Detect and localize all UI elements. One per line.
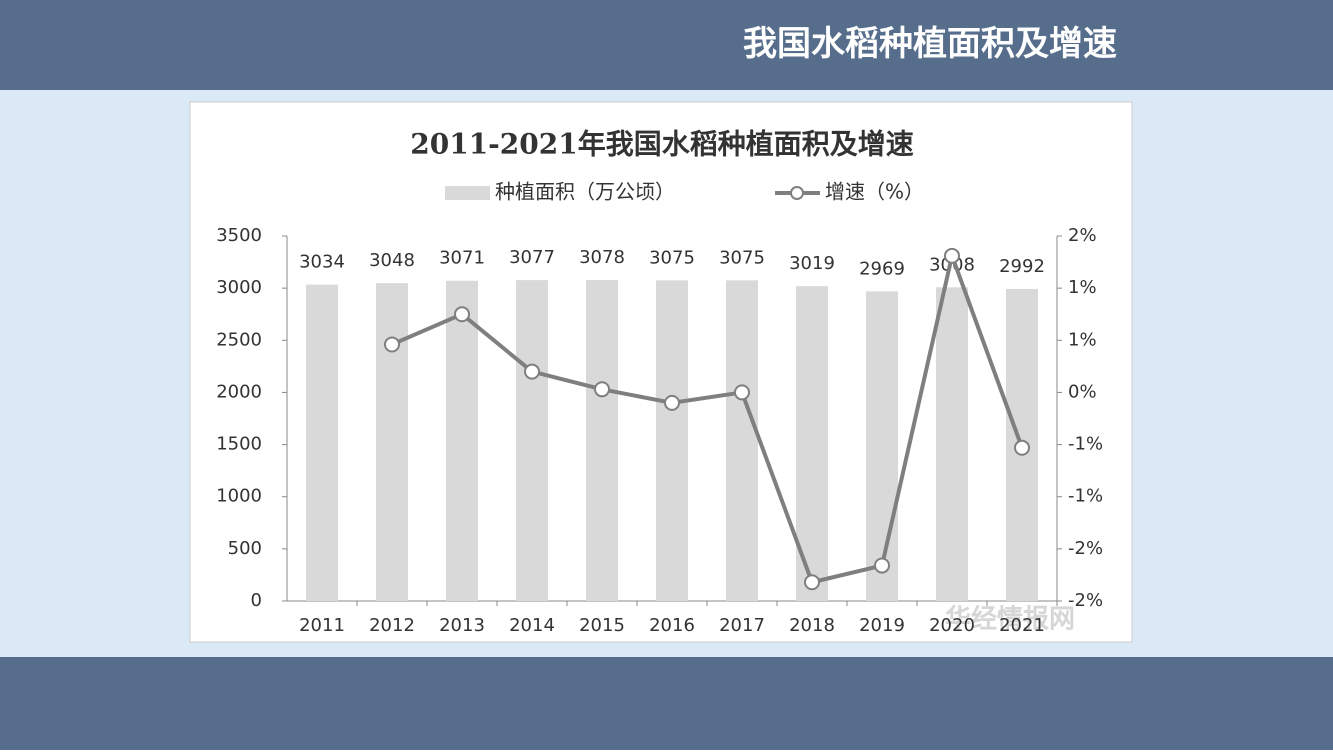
legend-swatch-marker	[790, 186, 804, 200]
growth-point	[944, 247, 960, 264]
header-band	[0, 0, 1333, 90]
growth-line	[391, 248, 1024, 585]
bar-value-label: 3071	[439, 248, 485, 269]
bar	[306, 284, 338, 601]
bar	[726, 280, 758, 601]
x-tick-label: 2016	[649, 615, 695, 636]
y2-tick-label: -2%	[1068, 590, 1103, 611]
bar	[866, 291, 898, 601]
y-tick-label: 1500	[216, 434, 262, 455]
y-tick-label: 1000	[216, 486, 262, 507]
bar-value-label: 3034	[299, 252, 345, 273]
growth-point	[454, 306, 470, 323]
x-tick-label: 2019	[859, 615, 905, 636]
growth-point	[1014, 439, 1030, 456]
growth-point	[384, 336, 400, 353]
bar-value-label: 3019	[789, 253, 835, 274]
y2-tick-label: 1%	[1068, 277, 1097, 298]
bar-value-label: 2969	[859, 258, 905, 279]
legend-label: 增速（%）	[825, 180, 924, 204]
y2-tick-label: -1%	[1068, 434, 1103, 455]
growth-point	[874, 557, 890, 574]
bar	[516, 280, 548, 601]
bar	[586, 280, 618, 601]
bar-value-label: 3077	[509, 247, 555, 268]
growth-point	[594, 381, 610, 398]
bar-value-label: 3078	[579, 247, 625, 268]
y2-tick-label: -1%	[1068, 486, 1103, 507]
x-tick-label: 2017	[719, 615, 765, 636]
y-tick-label: 3000	[216, 277, 262, 298]
bar-value-label: 3048	[369, 250, 415, 271]
bar-value-label: 2992	[999, 256, 1045, 277]
y-tick-label: 2000	[216, 381, 262, 402]
growth-point	[664, 394, 680, 411]
x-tick-label: 2012	[369, 615, 415, 636]
bar	[376, 283, 408, 601]
y2-tick-label: 1%	[1068, 329, 1097, 350]
y2-tick-label: 2%	[1068, 225, 1097, 246]
chart-title: 2011-2021年我国水稻种植面积及增速	[410, 128, 913, 161]
footer-band	[0, 657, 1333, 750]
x-tick-label: 2013	[439, 615, 485, 636]
legend-label: 种植面积（万公顷）	[495, 180, 675, 204]
bar	[656, 280, 688, 601]
x-tick-label: 2015	[579, 615, 625, 636]
x-tick-label: 2021	[999, 615, 1045, 636]
x-tick-label: 2011	[299, 615, 345, 636]
y-tick-label: 3500	[216, 225, 262, 246]
bar	[936, 287, 968, 601]
y-tick-label: 0	[251, 590, 262, 611]
bar-value-label: 3075	[719, 247, 765, 268]
page-title: 我国水稻种植面积及增速	[743, 24, 1117, 64]
y-tick-label: 500	[228, 538, 262, 559]
x-tick-label: 2018	[789, 615, 835, 636]
x-tick-label: 2020	[929, 615, 975, 636]
y2-tick-label: 0%	[1068, 381, 1097, 402]
growth-point	[524, 363, 540, 380]
growth-point	[804, 574, 820, 591]
legend-swatch	[445, 186, 490, 200]
growth-point	[734, 384, 750, 401]
bar	[446, 280, 478, 601]
watermark: 华经情报网	[945, 604, 1075, 635]
x-tick-label: 2014	[509, 615, 555, 636]
y-tick-label: 2500	[216, 329, 262, 350]
y2-tick-label: -2%	[1068, 538, 1103, 559]
bar-value-label: 3075	[649, 247, 695, 268]
